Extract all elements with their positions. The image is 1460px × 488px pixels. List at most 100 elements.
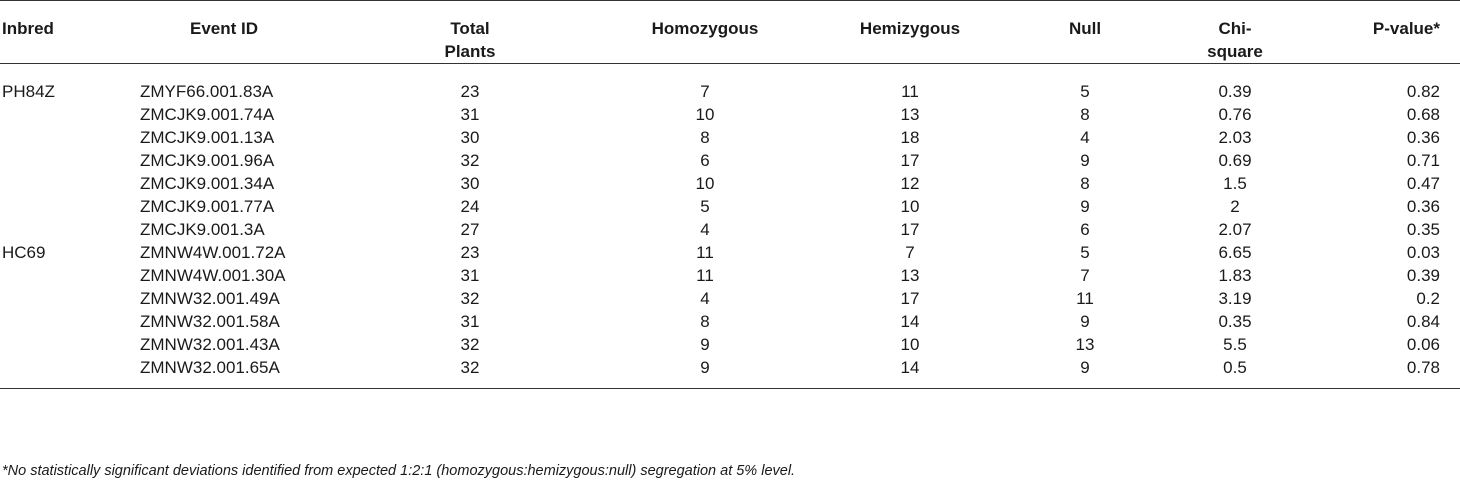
cell-inbred xyxy=(0,195,140,218)
cell-null: 13 xyxy=(1075,335,1095,354)
cell-total-plants: 32 xyxy=(460,151,480,170)
cell-event-id: ZMYF66.001.83A xyxy=(140,82,274,101)
cell-hemizygous: 14 xyxy=(900,312,920,331)
header-homozygous: Homozygous xyxy=(651,19,759,38)
header-event-id: Event ID xyxy=(190,19,259,38)
cell-total-plants: 31 xyxy=(460,312,480,331)
cell-total-plants: 32 xyxy=(460,289,480,308)
table-row: HC69 ZMNW4W.001.72A 23 11 7 5 6.65 0.03 xyxy=(0,241,1460,264)
header-hemizygous: Hemizygous xyxy=(859,19,961,38)
cell-total-plants: 30 xyxy=(460,174,480,193)
cell-null: 6 xyxy=(1080,220,1090,239)
cell-inbred xyxy=(0,149,140,172)
cell-inbred xyxy=(0,333,140,356)
cell-event-id: ZMNW4W.001.30A xyxy=(140,266,286,285)
header-chi-square-line2: square xyxy=(1207,42,1263,61)
cell-chi-square: 6.65 xyxy=(1218,243,1252,262)
cell-null: 5 xyxy=(1080,82,1090,101)
cell-chi-square: 0.5 xyxy=(1223,358,1247,377)
cell-hemizygous: 17 xyxy=(900,151,920,170)
header-p-value: P-value* xyxy=(1372,19,1440,38)
header-total-plants-line1: Total xyxy=(450,19,490,38)
header-chi-square: Chi- square xyxy=(1160,1,1310,64)
cell-p-value: 0.78 xyxy=(1406,358,1440,377)
cell-hemizygous: 13 xyxy=(900,266,920,285)
cell-inbred xyxy=(0,356,140,389)
cell-event-id: ZMNW32.001.49A xyxy=(140,289,280,308)
cell-homozygous: 10 xyxy=(695,105,715,124)
cell-hemizygous: 18 xyxy=(900,128,920,147)
cell-hemizygous: 17 xyxy=(900,289,920,308)
table-body: PH84Z ZMYF66.001.83A 23 7 11 5 0.39 0.82 ZMCJK9.… xyxy=(0,64,1460,389)
table-row: ZMCJK9.001.77A 24 5 10 9 2 0.36 xyxy=(0,195,1460,218)
table-row: PH84Z ZMYF66.001.83A 23 7 11 5 0.39 0.82 xyxy=(0,64,1460,104)
cell-event-id: ZMCJK9.001.74A xyxy=(140,105,275,124)
cell-null: 9 xyxy=(1080,151,1090,170)
cell-p-value: 0.35 xyxy=(1406,220,1440,239)
cell-total-plants: 31 xyxy=(460,105,480,124)
cell-chi-square: 3.19 xyxy=(1218,289,1252,308)
cell-chi-square: 2 xyxy=(1230,197,1240,216)
cell-inbred xyxy=(0,103,140,126)
table-row: ZMCJK9.001.74A 31 10 13 8 0.76 0.68 xyxy=(0,103,1460,126)
table-row: ZMNW32.001.49A 32 4 17 11 3.19 0.2 xyxy=(0,287,1460,310)
cell-chi-square: 1.5 xyxy=(1223,174,1247,193)
cell-p-value: 0.36 xyxy=(1406,128,1440,147)
header-inbred: Inbred xyxy=(2,19,54,38)
cell-null: 5 xyxy=(1080,243,1090,262)
cell-p-value: 0.03 xyxy=(1406,243,1440,262)
cell-null: 9 xyxy=(1080,358,1090,377)
cell-hemizygous: 17 xyxy=(900,220,920,239)
cell-chi-square: 0.35 xyxy=(1218,312,1252,331)
cell-hemizygous: 10 xyxy=(900,335,920,354)
table-header: Inbred Event ID Total Plants Homozygous … xyxy=(0,0,1460,64)
cell-hemizygous: 13 xyxy=(900,105,920,124)
table-row: ZMCJK9.001.96A 32 6 17 9 0.69 0.71 xyxy=(0,149,1460,172)
cell-homozygous: 8 xyxy=(700,128,710,147)
cell-p-value: 0.82 xyxy=(1406,82,1440,101)
cell-null: 11 xyxy=(1076,289,1094,308)
cell-total-plants: 24 xyxy=(460,197,480,216)
table-footnote: *No statistically significant deviations… xyxy=(2,463,796,479)
cell-inbred xyxy=(0,172,140,195)
cell-chi-square: 0.39 xyxy=(1218,82,1252,101)
cell-homozygous: 4 xyxy=(700,220,710,239)
cell-inbred xyxy=(0,218,140,241)
cell-inbred xyxy=(0,287,140,310)
header-total-plants: Total Plants xyxy=(340,1,600,64)
cell-null: 8 xyxy=(1080,174,1090,193)
table-row: ZMCJK9.001.34A 30 10 12 8 1.5 0.47 xyxy=(0,172,1460,195)
cell-homozygous: 4 xyxy=(700,289,710,308)
cell-hemizygous: 7 xyxy=(905,243,915,262)
cell-event-id: ZMCJK9.001.13A xyxy=(140,128,275,147)
table-row: ZMNW32.001.58A 31 8 14 9 0.35 0.84 xyxy=(0,310,1460,333)
segregation-table: Inbred Event ID Total Plants Homozygous … xyxy=(0,0,1460,389)
cell-hemizygous: 12 xyxy=(900,174,920,193)
cell-event-id: ZMCJK9.001.96A xyxy=(140,151,275,170)
cell-chi-square: 0.69 xyxy=(1218,151,1252,170)
cell-homozygous: 11 xyxy=(696,243,714,262)
cell-total-plants: 32 xyxy=(460,335,480,354)
cell-chi-square: 2.07 xyxy=(1218,220,1252,239)
cell-total-plants: 23 xyxy=(460,243,480,262)
cell-p-value: 0.47 xyxy=(1406,174,1440,193)
cell-event-id: ZMNW32.001.43A xyxy=(140,335,280,354)
cell-null: 4 xyxy=(1080,128,1090,147)
cell-homozygous: 5 xyxy=(700,197,710,216)
cell-inbred: HC69 xyxy=(2,243,46,262)
cell-p-value: 0.2 xyxy=(1416,289,1440,308)
cell-inbred: PH84Z xyxy=(2,82,55,101)
header-chi-square-line1: Chi- xyxy=(1218,19,1252,38)
cell-chi-square: 5.5 xyxy=(1223,335,1247,354)
table-row: ZMNW32.001.43A 32 9 10 13 5.5 0.06 xyxy=(0,333,1460,356)
cell-null: 9 xyxy=(1080,312,1090,331)
cell-chi-square: 0.76 xyxy=(1218,105,1252,124)
cell-p-value: 0.39 xyxy=(1406,266,1440,285)
cell-p-value: 0.71 xyxy=(1406,151,1440,170)
cell-null: 7 xyxy=(1080,266,1090,285)
cell-homozygous: 6 xyxy=(700,151,710,170)
cell-null: 9 xyxy=(1080,197,1090,216)
cell-homozygous: 11 xyxy=(696,266,714,285)
cell-chi-square: 1.83 xyxy=(1218,266,1252,285)
